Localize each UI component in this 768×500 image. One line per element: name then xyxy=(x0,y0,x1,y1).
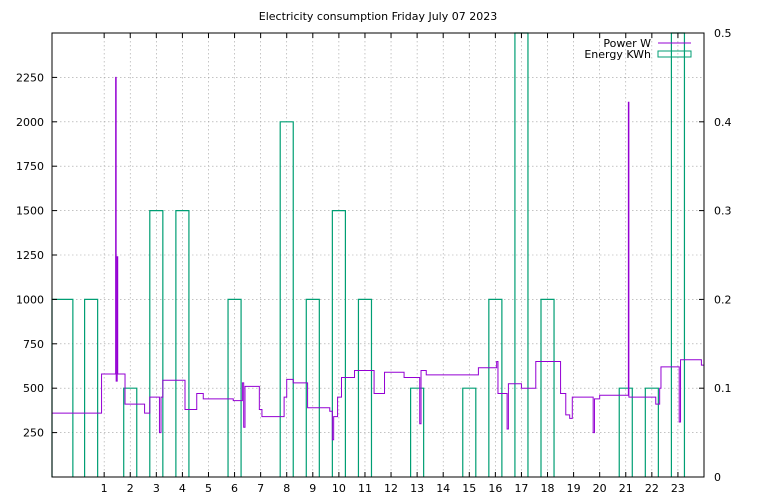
energy-bar xyxy=(357,298,373,477)
x-tick-label: 3 xyxy=(153,482,160,495)
energy-series xyxy=(51,32,686,477)
energy-bar xyxy=(331,210,346,477)
legend: Power W Energy KWh xyxy=(584,37,692,61)
energy-bar xyxy=(84,298,99,477)
y-tick-label: 750 xyxy=(23,338,44,351)
power-line xyxy=(52,76,704,441)
x-tick-label: 4 xyxy=(179,482,186,495)
x-tick-label: 15 xyxy=(462,482,476,495)
x-tick-label: 23 xyxy=(671,482,685,495)
y-tick-label: 2000 xyxy=(16,116,44,129)
x-tick-label: 9 xyxy=(309,482,316,495)
energy-bar xyxy=(149,210,164,477)
energy-bar xyxy=(488,298,503,477)
x-tick-label: 19 xyxy=(567,482,581,495)
x-tick-label: 7 xyxy=(257,482,264,495)
y-tick-label: 500 xyxy=(23,382,44,395)
y-tick-label: 1250 xyxy=(16,249,44,262)
energy-bar xyxy=(279,121,294,477)
x-tick-label: 12 xyxy=(384,482,398,495)
x-tick-label: 10 xyxy=(332,482,346,495)
legend-label-power: Power W xyxy=(603,37,651,50)
y2-tick-label: 0.4 xyxy=(714,116,732,129)
x-tick-label: 20 xyxy=(593,482,607,495)
energy-bar xyxy=(540,298,555,477)
legend-label-energy: Energy KWh xyxy=(584,48,651,61)
axis-ticks: 1 2 3 4 5 6 7 8 9 10 11 12 13 14 15 16 17 18 19 20 21 22 23250… xyxy=(16,27,732,495)
y2-tick-label: 0.5 xyxy=(714,27,732,40)
x-tick-label: 21 xyxy=(619,482,633,495)
chart-title: Electricity consumption Friday July 07 2… xyxy=(259,10,497,23)
x-tick-label: 5 xyxy=(205,482,212,495)
y2-tick-label: 0.2 xyxy=(714,293,732,306)
y2-tick-label: 0.1 xyxy=(714,382,732,395)
y-tick-label: 2250 xyxy=(16,71,44,84)
energy-bar xyxy=(227,298,242,477)
x-tick-label: 2 xyxy=(127,482,134,495)
x-tick-label: 13 xyxy=(410,482,424,495)
x-tick-label: 16 xyxy=(488,482,502,495)
y-tick-label: 1750 xyxy=(16,160,44,173)
y-tick-label: 1000 xyxy=(16,293,44,306)
energy-bar xyxy=(123,387,138,477)
x-tick-label: 1 xyxy=(101,482,108,495)
x-tick-label: 11 xyxy=(358,482,372,495)
power-series xyxy=(52,76,704,441)
y2-tick-label: 0.3 xyxy=(714,205,732,218)
y-tick-label: 250 xyxy=(23,427,44,440)
x-tick-label: 14 xyxy=(436,482,450,495)
energy-bar xyxy=(644,387,659,477)
energy-bar xyxy=(175,210,190,477)
y-tick-label: 1500 xyxy=(16,205,44,218)
x-tick-label: 22 xyxy=(645,482,659,495)
y2-tick-label: 0 xyxy=(714,471,721,484)
legend-swatch-energy xyxy=(657,50,692,58)
x-tick-label: 8 xyxy=(283,482,290,495)
energy-bar xyxy=(618,387,633,477)
energy-bar xyxy=(462,387,477,477)
x-tick-label: 18 xyxy=(541,482,555,495)
x-tick-label: 17 xyxy=(514,482,528,495)
x-tick-label: 6 xyxy=(231,482,238,495)
energy-bar xyxy=(410,387,425,477)
energy-bar xyxy=(305,298,320,477)
